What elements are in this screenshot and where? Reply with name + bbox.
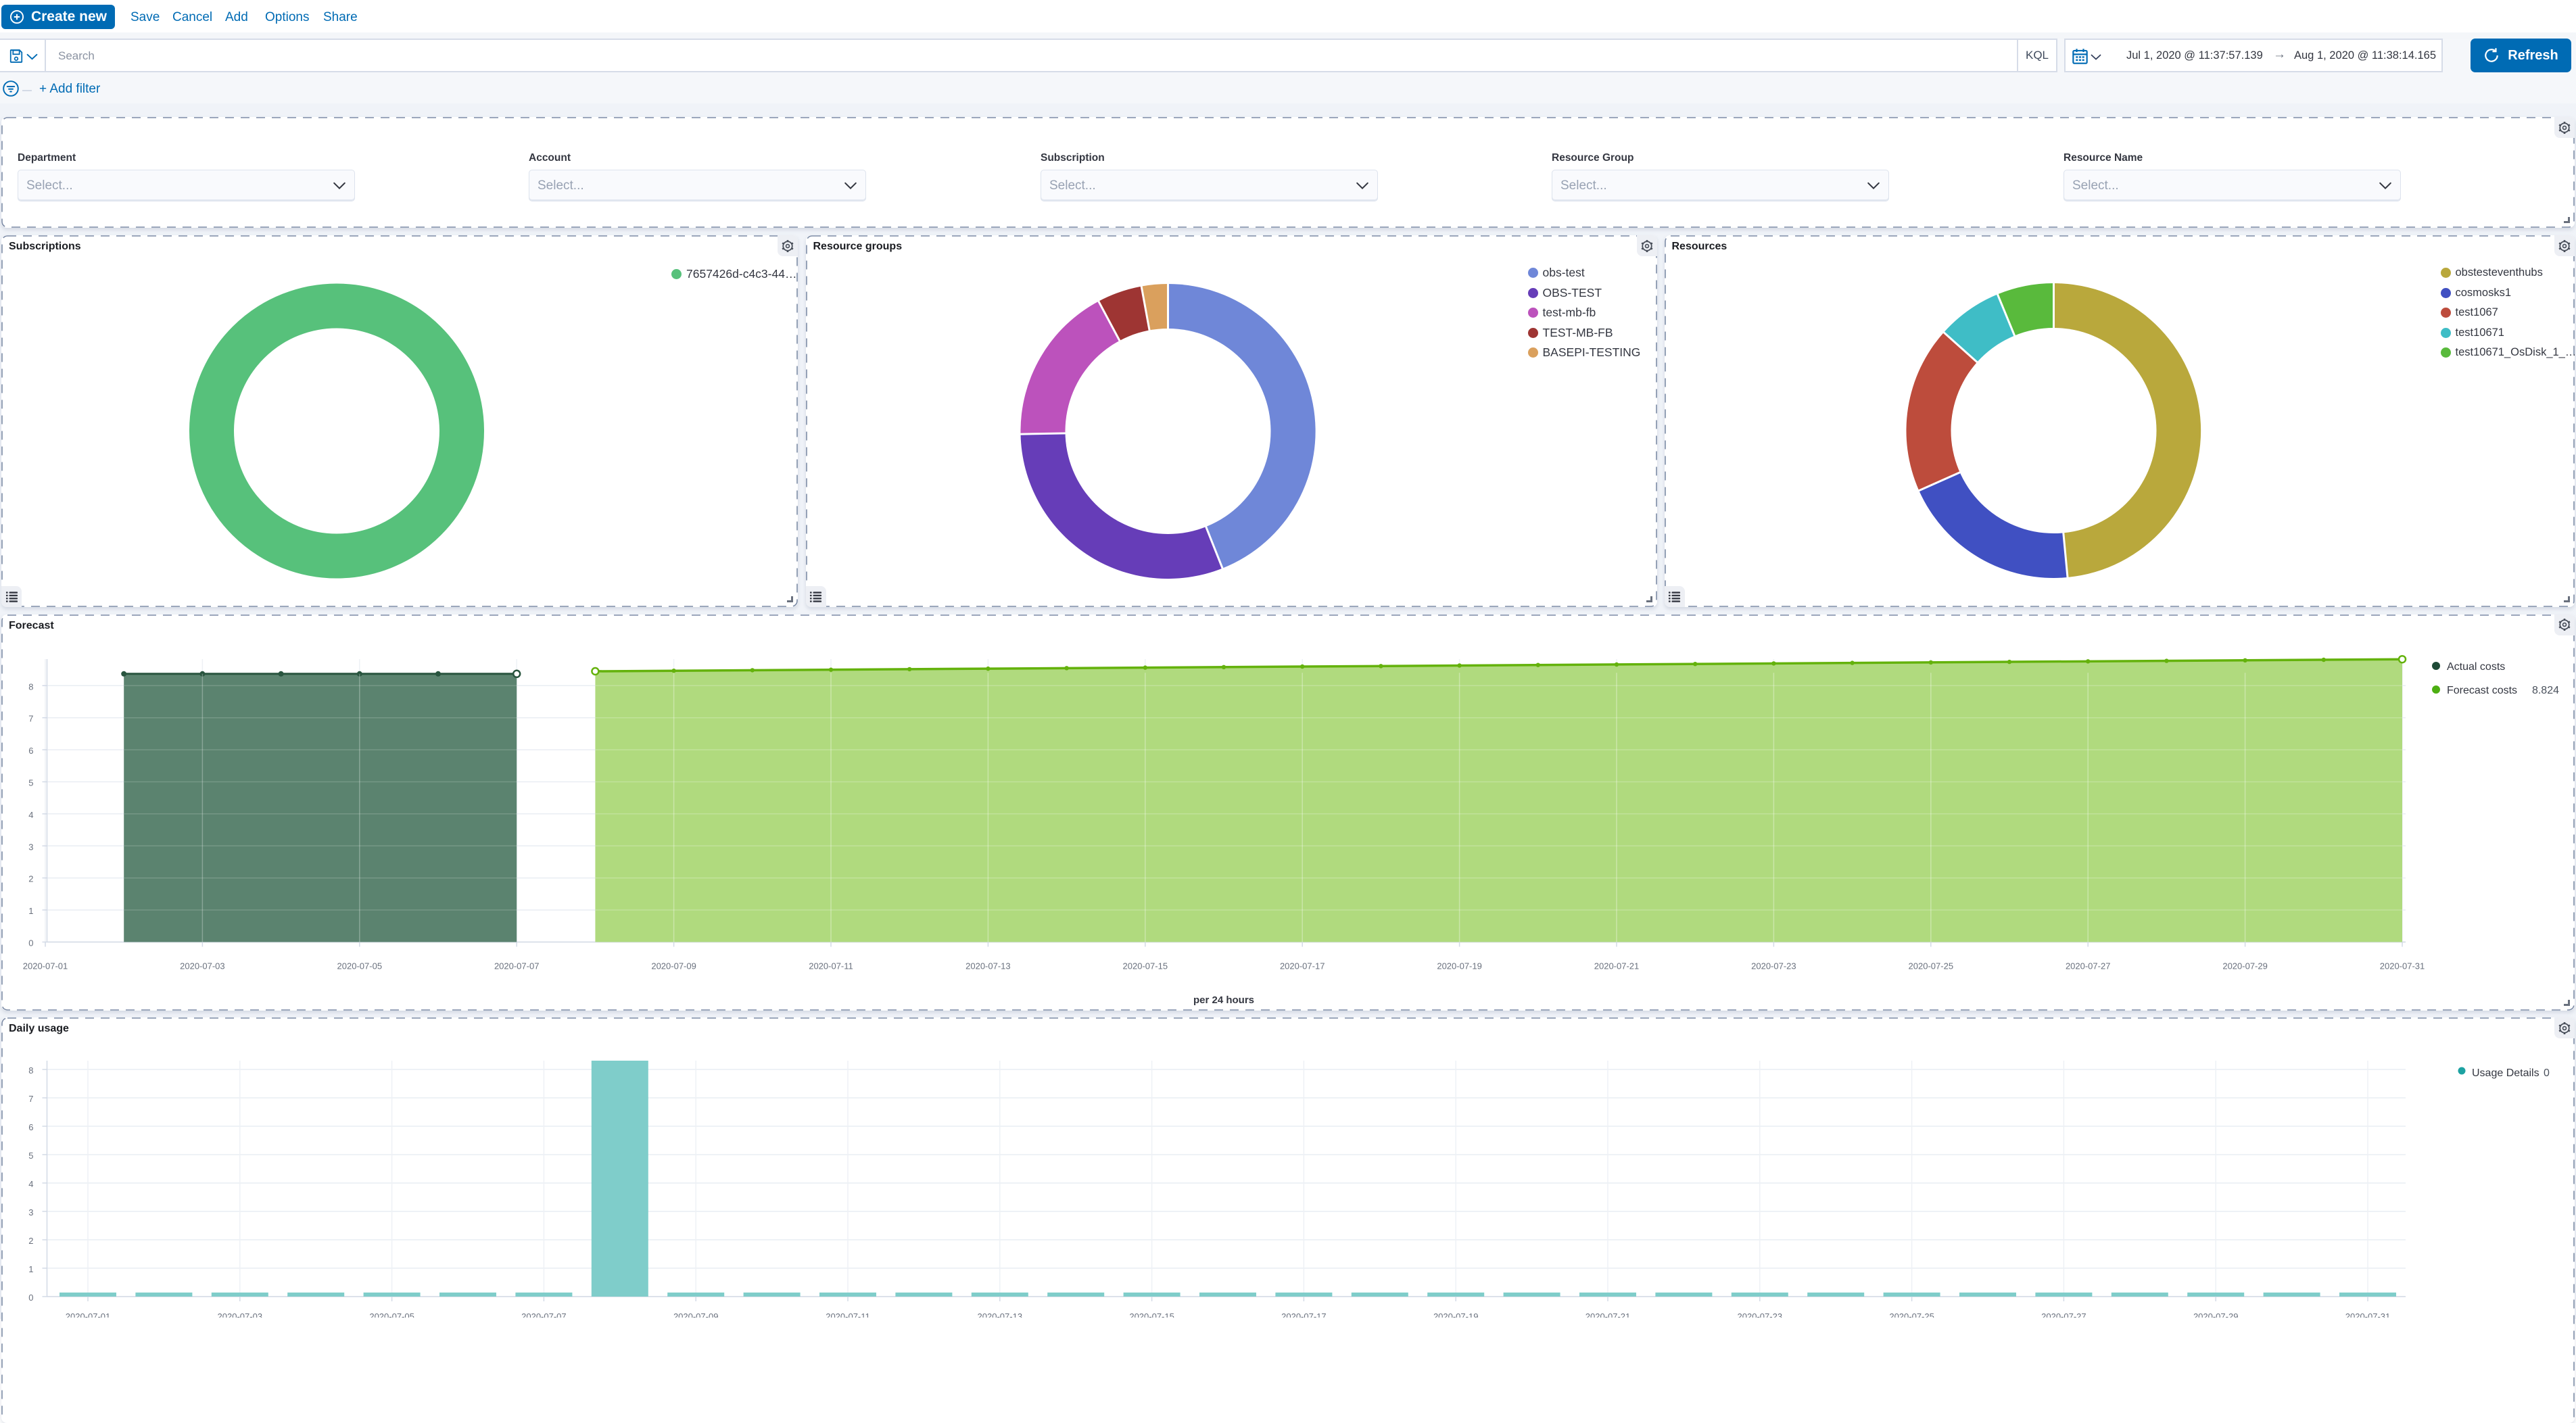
svg-text:2020-07-09: 2020-07-09: [673, 1311, 719, 1318]
svg-text:6: 6: [28, 746, 33, 756]
svg-text:per 24 hours: per 24 hours: [1193, 994, 1254, 1006]
svg-text:2020-07-11: 2020-07-11: [809, 961, 853, 971]
svg-text:2020-07-27: 2020-07-27: [2041, 1311, 2086, 1318]
svg-text:2020-07-01: 2020-07-01: [66, 1311, 111, 1318]
svg-text:0: 0: [28, 1293, 33, 1303]
svg-text:2: 2: [28, 873, 33, 884]
svg-text:1: 1: [28, 1264, 33, 1274]
svg-text:2020-07-29: 2020-07-29: [2222, 961, 2268, 971]
svg-text:2020-07-27: 2020-07-27: [2066, 961, 2111, 971]
svg-text:2020-07-07: 2020-07-07: [521, 1311, 567, 1318]
svg-text:2020-07-09: 2020-07-09: [651, 961, 696, 971]
svg-text:2020-07-21: 2020-07-21: [1594, 961, 1640, 971]
svg-text:3: 3: [28, 842, 33, 852]
svg-text:0: 0: [28, 938, 33, 948]
svg-text:2020-07-13: 2020-07-13: [965, 961, 1011, 971]
svg-text:2020-07-05: 2020-07-05: [337, 961, 383, 971]
svg-text:2020-07-25: 2020-07-25: [1889, 1311, 1934, 1318]
svg-text:1: 1: [28, 906, 33, 916]
svg-text:Forecast costs: Forecast costs: [2447, 685, 2517, 696]
svg-text:3: 3: [28, 1207, 33, 1217]
svg-text:2020-07-13: 2020-07-13: [978, 1311, 1023, 1318]
svg-text:4: 4: [28, 809, 33, 819]
svg-text:2020-07-07: 2020-07-07: [494, 961, 540, 971]
svg-text:8: 8: [28, 1065, 33, 1076]
svg-text:7: 7: [28, 713, 33, 723]
svg-text:2020-07-31: 2020-07-31: [2380, 961, 2425, 971]
svg-text:2020-07-25: 2020-07-25: [1909, 961, 1954, 971]
svg-text:2020-07-19: 2020-07-19: [1437, 961, 1482, 971]
svg-text:2020-07-19: 2020-07-19: [1433, 1311, 1479, 1318]
svg-text:Usage Details: Usage Details: [2472, 1067, 2539, 1079]
svg-text:8: 8: [28, 681, 33, 692]
svg-text:7: 7: [28, 1094, 33, 1104]
svg-text:2020-07-23: 2020-07-23: [1751, 961, 1796, 971]
svg-text:2020-07-03: 2020-07-03: [218, 1311, 263, 1318]
svg-text:2020-07-17: 2020-07-17: [1281, 1311, 1327, 1318]
svg-text:2020-07-31: 2020-07-31: [2345, 1311, 2391, 1318]
svg-text:2020-07-15: 2020-07-15: [1129, 1311, 1174, 1318]
svg-text:2020-07-03: 2020-07-03: [180, 961, 225, 971]
svg-text:5: 5: [28, 1151, 33, 1161]
svg-text:2020-07-01: 2020-07-01: [23, 961, 68, 971]
svg-text:Actual costs: Actual costs: [2447, 661, 2505, 673]
svg-text:6: 6: [28, 1122, 33, 1132]
svg-text:0: 0: [2544, 1067, 2550, 1079]
svg-text:4: 4: [28, 1179, 33, 1189]
svg-text:2020-07-23: 2020-07-23: [1738, 1311, 1783, 1318]
svg-text:2020-07-05: 2020-07-05: [369, 1311, 414, 1318]
svg-text:2020-07-21: 2020-07-21: [1585, 1311, 1631, 1318]
svg-text:8.824: 8.824: [2532, 685, 2559, 696]
svg-text:2020-07-11: 2020-07-11: [826, 1311, 870, 1318]
svg-text:2020-07-17: 2020-07-17: [1280, 961, 1325, 971]
svg-text:2: 2: [28, 1236, 33, 1246]
svg-text:5: 5: [28, 777, 33, 788]
svg-text:2020-07-15: 2020-07-15: [1123, 961, 1168, 971]
svg-text:2020-07-29: 2020-07-29: [2193, 1311, 2239, 1318]
